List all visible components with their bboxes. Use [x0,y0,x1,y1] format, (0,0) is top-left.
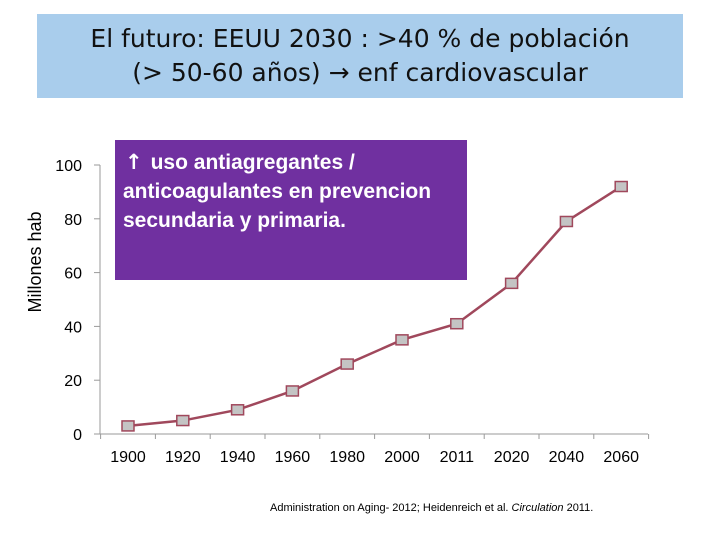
callout-text: uso antiagregantes / anticoagulantes en … [123,151,432,232]
x-tick-label: 2011 [440,449,475,466]
data-point [176,414,190,427]
x-tick-label: 2040 [549,449,585,466]
source-text-b: 2011. [563,502,594,514]
x-tick-label: 1900 [110,449,146,466]
title-line-1: El futuro: EEUU 2030 : >40 % de població… [90,24,630,53]
data-point [559,215,574,228]
x-tick-label: 2060 [603,449,639,466]
x-tick-label: 1920 [165,449,201,466]
right-arrow-icon: → [328,58,350,87]
y-tick-label: 0 [73,427,82,444]
source-text-a: Administration on Aging- 2012; Heidenrei… [270,502,512,514]
x-tick-label: 1940 [220,449,256,466]
x-tick-label: 1980 [329,449,365,466]
data-point [340,358,354,370]
data-point [504,277,519,290]
data-point [285,385,300,397]
y-tick-label: 40 [64,319,82,336]
x-tick-label: 2000 [384,449,420,466]
x-tick-label: 2020 [494,449,530,466]
data-point [230,404,245,416]
data-point [614,180,628,193]
series-line [127,185,622,428]
data-point [450,317,464,330]
y-tick-label: 20 [64,373,82,390]
title-disease: enf cardiovascular [357,58,588,87]
y-tick-label: 100 [55,158,82,175]
callout-box: ↑ uso antiagregantes / anticoagulantes en… [115,140,467,280]
source-citation: Administration on Aging- 2012; Heidenrei… [270,502,593,514]
data-point [121,420,135,432]
y-tick-label: 60 [64,266,82,283]
source-journal: Circulation [511,502,564,514]
y-tick-label: 80 [64,212,82,229]
arrow-up-icon: ↑ [125,150,143,174]
title-line-2: (> 50-60 años) → enf cardiovascular [132,56,588,90]
data-point [395,334,409,346]
x-tick-label: 1960 [275,449,311,466]
slide-title: El futuro: EEUU 2030 : >40 % de població… [37,14,683,98]
title-age-range: (> 50-60 años) [132,58,321,87]
